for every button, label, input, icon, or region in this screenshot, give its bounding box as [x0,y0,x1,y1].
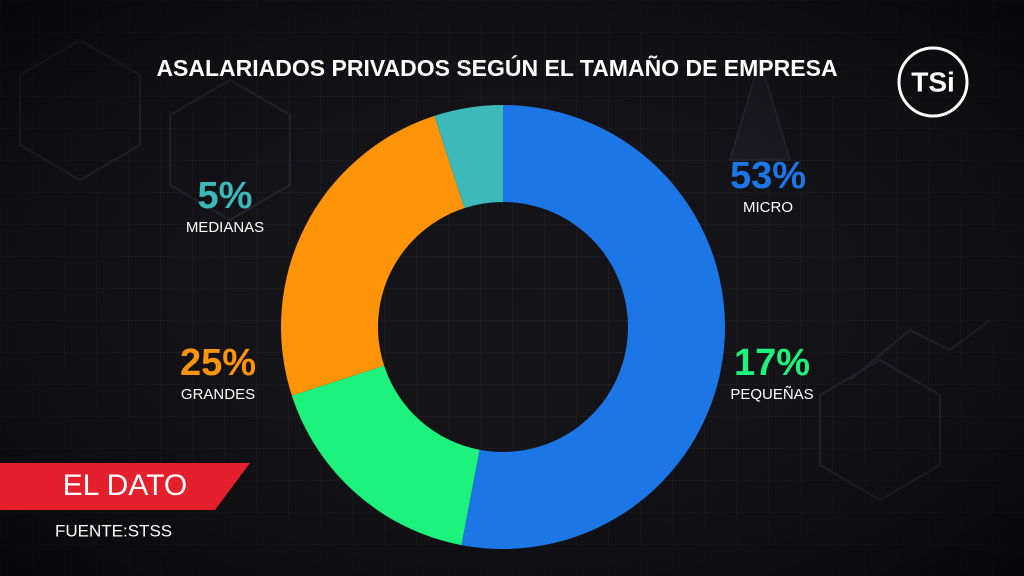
segment-banner: EL DATO [0,463,250,510]
channel-logo-text: TSi [911,66,955,97]
category-label: MICRO [743,199,793,216]
channel-logo: TSi [897,46,969,118]
value-label: 17% [734,342,810,384]
category-label: MEDIANAS [186,219,264,236]
value-label: 5% [198,175,253,217]
category-label: GRANDES [181,386,255,403]
channel-logo-ring [897,46,969,118]
donut-slice [291,365,480,546]
donut: 53% MICRO 17% PEQUEÑAS 25% GRANDES 5% MEDIANAS [180,105,814,549]
value-label: 25% [180,342,256,384]
donut-slice [281,115,465,396]
donut-slice [434,105,503,209]
value-label: 53% [730,155,806,197]
chart-title: ASALARIADOS PRIVADOS SEGÚN EL TAMAÑO DE … [156,54,837,81]
donut-slice [461,105,725,549]
category-label: PEQUEÑAS [730,386,813,403]
source-note: FUENTE:STSS [55,521,172,540]
segment-banner-bg [0,463,250,510]
segment-name: EL DATO [63,469,187,502]
